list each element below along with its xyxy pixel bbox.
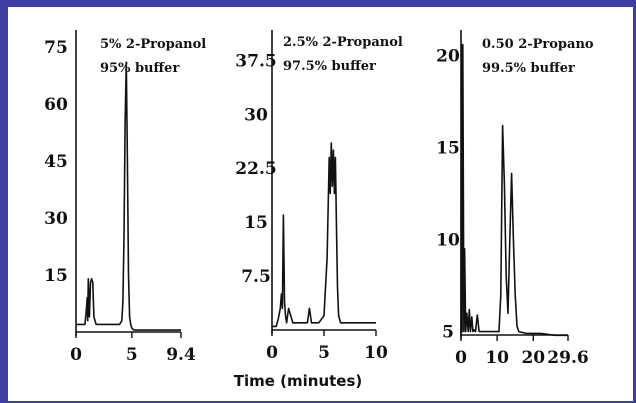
panel-1-y-tick-label: 45: [44, 152, 68, 172]
panel-2-y-tick-label: 7.5: [241, 267, 271, 287]
panel-3-y-tick-label: 10: [436, 231, 460, 251]
panel-2-x-tick-label: 5: [318, 343, 330, 363]
frame-bottom-border: [0, 401, 636, 403]
panel-2-composition-label: 2.5% 2-Propanol: [283, 35, 403, 50]
panel-1-y-tick-label: 15: [44, 266, 68, 286]
panel-3-y-tick-label: 5: [442, 323, 454, 343]
frame-left-border: [0, 0, 8, 403]
frame-top-border: [0, 0, 636, 7]
panel-2-y-tick-label: 15: [244, 213, 268, 233]
panel-2-x-tick-label: 10: [364, 343, 388, 363]
panel-1-x-tick-label: 0: [70, 345, 82, 365]
panel-3-chromatogram-trace: [460, 43, 568, 337]
panel-2-y-tick-label: 22.5: [235, 159, 276, 179]
panel-2-y-tick-label: 30: [244, 105, 268, 125]
panel-2-chromatogram-trace: [272, 142, 376, 328]
panel-1-y-tick-label: 30: [44, 209, 68, 229]
panel-1-composition-label: 5% 2-Propanol: [100, 37, 206, 52]
panel-2-y-tick-label: 37.5: [235, 51, 276, 71]
panel-3-y-tick-label: 20: [436, 47, 460, 67]
panel-3-composition-label: 0.50 2-Propano: [482, 37, 594, 52]
panel-3-x-tick-label: 10: [485, 348, 509, 368]
panel-2-x-tick-label: 0: [266, 343, 278, 363]
panel-2-composition-label: 97.5% buffer: [283, 59, 376, 74]
panel-3-x-tick-label: 0: [455, 348, 467, 368]
panel-3-x-tick-label: 29.6: [547, 348, 588, 368]
panel-1-chromatogram-trace: [76, 61, 181, 331]
panel-1-y-tick-label: 60: [44, 95, 68, 115]
panel-3-composition-label: 99.5% buffer: [482, 61, 575, 76]
panel-1-y-tick-label: 75: [44, 38, 68, 58]
panel-1-composition-label: 95% buffer: [100, 61, 179, 76]
panel-1-x-tick-label: 9.4: [166, 345, 196, 365]
panel-3-y-tick-label: 15: [436, 139, 460, 159]
panel-3-x-tick-label: 20: [521, 348, 545, 368]
panel-1-x-tick-label: 5: [126, 345, 138, 365]
frame-right-border: [633, 0, 636, 403]
x-axis-label: Time (minutes): [234, 372, 363, 390]
